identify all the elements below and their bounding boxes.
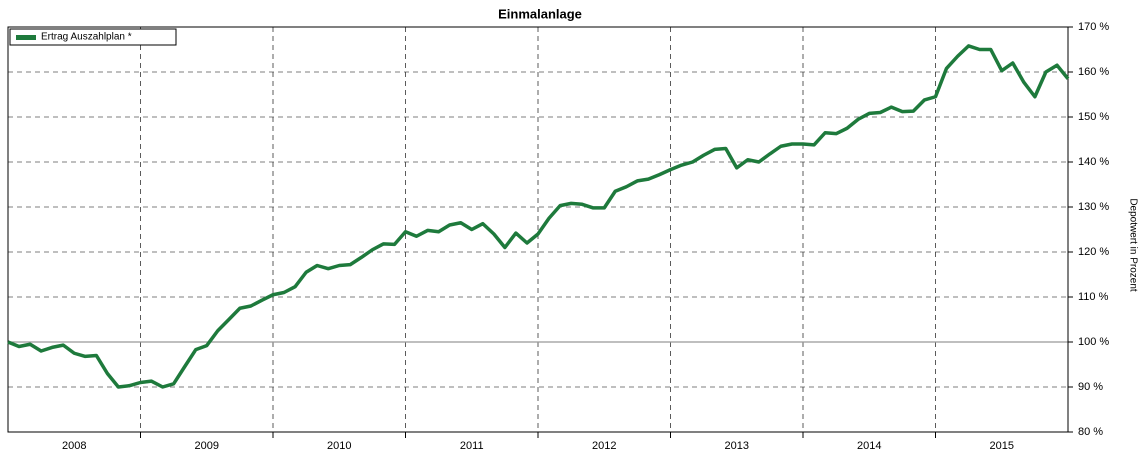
x-tick-label: 2008 (62, 440, 86, 452)
x-tick-label: 2010 (327, 440, 351, 452)
y-tick-label: 160 % (1078, 66, 1109, 78)
y-tick-label: 130 % (1078, 201, 1109, 213)
y-tick-label: 110 % (1078, 291, 1109, 303)
y-tick-label: 170 % (1078, 21, 1109, 33)
chart-title: Einmalanlage (498, 6, 582, 21)
y-tick-label: 90 % (1078, 381, 1103, 393)
x-tick-label: 2015 (990, 440, 1014, 452)
y-tick-label: 120 % (1078, 246, 1109, 258)
y-tick-label: 80 % (1078, 426, 1103, 438)
x-tick-label: 2013 (725, 440, 749, 452)
x-tick-label: 2009 (195, 440, 219, 452)
data-line (7, 44, 1070, 389)
x-tick-label: 2014 (857, 440, 881, 452)
y-tick-label: 150 % (1078, 111, 1109, 123)
legend-label: Ertrag Auszahlplan * (41, 32, 132, 43)
legend-swatch (16, 35, 36, 40)
x-tick-label: 2011 (460, 440, 484, 452)
legend-box (9, 28, 177, 46)
plot-frame (7, 26, 1069, 433)
y-axis-title: Depotwert in Prozent (1127, 198, 1138, 292)
x-tick-label: 2012 (592, 440, 616, 452)
y-tick-label: 100 % (1078, 336, 1109, 348)
y-tick-label: 140 % (1078, 156, 1109, 168)
